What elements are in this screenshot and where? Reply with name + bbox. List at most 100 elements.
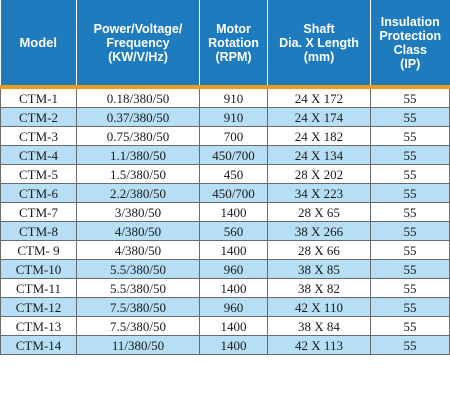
table-row: CTM-8 4/380/50 560 38 X 266 55 bbox=[0, 221, 450, 241]
cell-insulation: 55 bbox=[370, 126, 450, 146]
cell-model: CTM-14 bbox=[0, 335, 77, 355]
cell-power: 3/380/50 bbox=[76, 202, 200, 222]
header-insulation-line: Protection bbox=[379, 28, 442, 43]
header-shaft-line: Shaft bbox=[303, 21, 335, 36]
header-rotation: Motor Rotation (RPM) bbox=[199, 0, 268, 89]
table-row: CTM-7 3/380/50 1400 28 X 65 55 bbox=[0, 202, 450, 222]
table-row: CTM-12 7.5/380/50 960 42 X 110 55 bbox=[0, 297, 450, 317]
cell-shaft: 24 X 174 bbox=[267, 107, 371, 127]
cell-shaft: 28 X 65 bbox=[267, 202, 371, 222]
cell-rotation: 1400 bbox=[199, 335, 268, 355]
cell-shaft: 38 X 82 bbox=[267, 278, 371, 298]
table-row: CTM-10 5.5/380/50 960 38 X 85 55 bbox=[0, 259, 450, 279]
cell-model: CTM- 9 bbox=[0, 240, 77, 260]
cell-insulation: 55 bbox=[370, 335, 450, 355]
cell-rotation: 910 bbox=[199, 86, 268, 108]
header-shaft: Shaft Dia. X Length (mm) bbox=[267, 0, 371, 89]
cell-shaft: 34 X 223 bbox=[267, 183, 371, 203]
cell-rotation: 960 bbox=[199, 297, 268, 317]
cell-rotation: 450 bbox=[199, 164, 268, 184]
header-insulation: Insulation Protection Class (IP) bbox=[370, 0, 450, 89]
cell-power: 1.1/380/50 bbox=[76, 145, 200, 165]
cell-rotation: 1400 bbox=[199, 202, 268, 222]
cell-power: 4/380/50 bbox=[76, 240, 200, 260]
header-power: Power/Voltage/ Frequency (KW/V/Hz) bbox=[76, 0, 200, 89]
cell-insulation: 55 bbox=[370, 86, 450, 108]
cell-shaft: 38 X 84 bbox=[267, 316, 371, 336]
table-row: CTM-11 5.5/380/50 1400 38 X 82 55 bbox=[0, 278, 450, 298]
cell-power: 5.5/380/50 bbox=[76, 259, 200, 279]
cell-shaft: 24 X 134 bbox=[267, 145, 371, 165]
cell-rotation: 1400 bbox=[199, 278, 268, 298]
header-power-line: Power/Voltage/ bbox=[93, 21, 183, 36]
cell-insulation: 55 bbox=[370, 316, 450, 336]
cell-power: 11/380/50 bbox=[76, 335, 200, 355]
table-row: CTM- 9 4/380/50 1400 28 X 66 55 bbox=[0, 240, 450, 260]
header-insulation-line: Insulation bbox=[380, 14, 440, 29]
cell-insulation: 55 bbox=[370, 107, 450, 127]
cell-shaft: 28 X 66 bbox=[267, 240, 371, 260]
table-row: CTM-3 0.75/380/50 700 24 X 182 55 bbox=[0, 126, 450, 146]
header-rotation-line: (RPM) bbox=[215, 49, 252, 64]
cell-power: 2.2/380/50 bbox=[76, 183, 200, 203]
header-rotation-line: Rotation bbox=[208, 35, 259, 50]
cell-insulation: 55 bbox=[370, 145, 450, 165]
cell-rotation: 1400 bbox=[199, 240, 268, 260]
cell-power: 0.37/380/50 bbox=[76, 107, 200, 127]
table-row: CTM-13 7.5/380/50 1400 38 X 84 55 bbox=[0, 316, 450, 336]
cell-insulation: 55 bbox=[370, 297, 450, 317]
cell-model: CTM-10 bbox=[0, 259, 77, 279]
cell-model: CTM-5 bbox=[0, 164, 77, 184]
header-shaft-line: Dia. X Length bbox=[279, 35, 359, 50]
motor-spec-table: Model Power/Voltage/ Frequency (KW/V/Hz)… bbox=[0, 0, 450, 355]
cell-power: 7.5/380/50 bbox=[76, 297, 200, 317]
cell-power: 4/380/50 bbox=[76, 221, 200, 241]
cell-power: 5.5/380/50 bbox=[76, 278, 200, 298]
header-power-line: (KW/V/Hz) bbox=[108, 49, 168, 64]
cell-model: CTM-1 bbox=[0, 86, 77, 108]
cell-insulation: 55 bbox=[370, 259, 450, 279]
table-row: CTM-2 0.37/380/50 910 24 X 174 55 bbox=[0, 107, 450, 127]
header-insulation-line: Class bbox=[393, 42, 427, 57]
cell-rotation: 560 bbox=[199, 221, 268, 241]
header-shaft-line: (mm) bbox=[303, 49, 335, 64]
table-row: CTM-4 1.1/380/50 450/700 24 X 134 55 bbox=[0, 145, 450, 165]
cell-shaft: 24 X 172 bbox=[267, 86, 371, 108]
cell-insulation: 55 bbox=[370, 278, 450, 298]
header-power-line: Frequency bbox=[106, 35, 170, 50]
cell-model: CTM-11 bbox=[0, 278, 77, 298]
table-row: CTM-6 2.2/380/50 450/700 34 X 223 55 bbox=[0, 183, 450, 203]
table-row: CTM-5 1.5/380/50 450 28 X 202 55 bbox=[0, 164, 450, 184]
cell-rotation: 960 bbox=[199, 259, 268, 279]
header-model-label: Model bbox=[19, 34, 58, 50]
cell-model: CTM-7 bbox=[0, 202, 77, 222]
cell-insulation: 55 bbox=[370, 164, 450, 184]
cell-rotation: 1400 bbox=[199, 316, 268, 336]
table-header: Model Power/Voltage/ Frequency (KW/V/Hz)… bbox=[0, 0, 450, 89]
cell-model: CTM-3 bbox=[0, 126, 77, 146]
cell-model: CTM-4 bbox=[0, 145, 77, 165]
cell-rotation: 910 bbox=[199, 107, 268, 127]
cell-model: CTM-8 bbox=[0, 221, 77, 241]
table-row: CTM-1 0.18/380/50 910 24 X 172 55 bbox=[0, 86, 450, 108]
cell-shaft: 42 X 110 bbox=[267, 297, 371, 317]
cell-model: CTM-6 bbox=[0, 183, 77, 203]
cell-power: 0.18/380/50 bbox=[76, 86, 200, 108]
cell-model: CTM-2 bbox=[0, 107, 77, 127]
cell-insulation: 55 bbox=[370, 240, 450, 260]
cell-shaft: 42 X 113 bbox=[267, 335, 371, 355]
cell-shaft: 38 X 266 bbox=[267, 221, 371, 241]
header-row: Model Power/Voltage/ Frequency (KW/V/Hz)… bbox=[0, 0, 450, 89]
cell-shaft: 38 X 85 bbox=[267, 259, 371, 279]
header-insulation-line: (IP) bbox=[400, 56, 421, 71]
cell-insulation: 55 bbox=[370, 221, 450, 241]
table-body: CTM-1 0.18/380/50 910 24 X 172 55 CTM-2 0.37/3… bbox=[0, 86, 450, 355]
header-model: Model bbox=[0, 0, 77, 89]
cell-model: CTM-13 bbox=[0, 316, 77, 336]
cell-insulation: 55 bbox=[370, 183, 450, 203]
table-row: CTM-14 11/380/50 1400 42 X 113 55 bbox=[0, 335, 450, 355]
cell-model: CTM-12 bbox=[0, 297, 77, 317]
header-rotation-line: Motor bbox=[216, 21, 251, 36]
cell-rotation: 450/700 bbox=[199, 183, 268, 203]
cell-shaft: 24 X 182 bbox=[267, 126, 371, 146]
